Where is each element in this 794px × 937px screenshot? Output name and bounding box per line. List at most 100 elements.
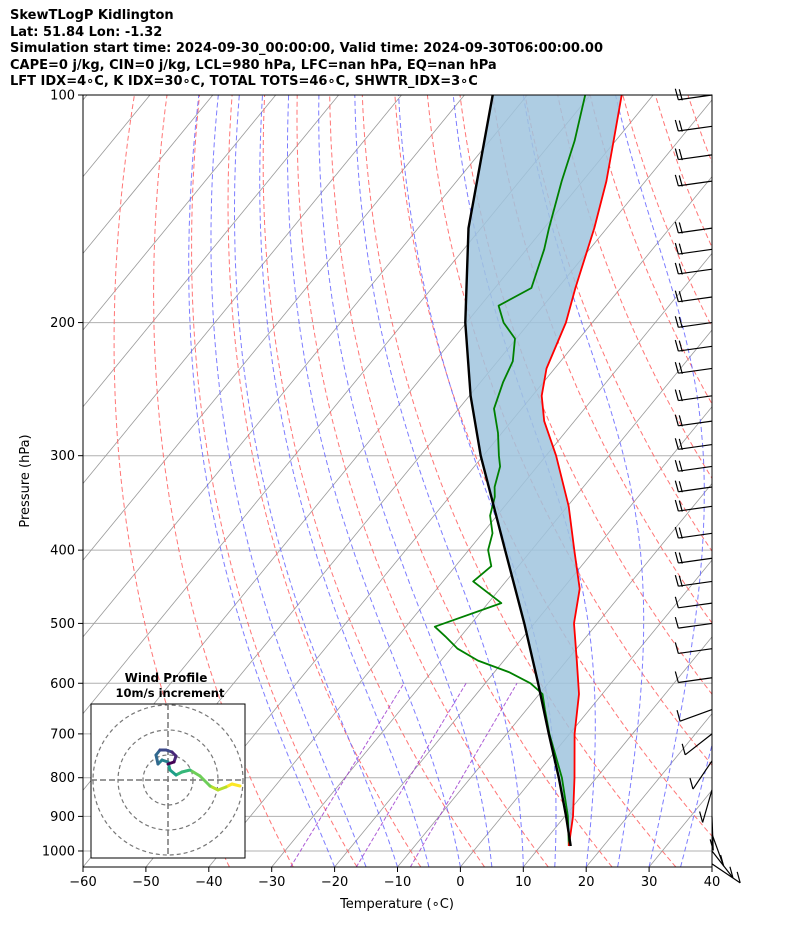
wind-barb-flag [674, 290, 679, 302]
wind-barb [674, 262, 713, 275]
dry-adiabat-line [622, 95, 712, 329]
wind-barb-flag [678, 552, 683, 564]
isotherm-line [334, 406, 712, 867]
dry-adiabat-line [394, 95, 712, 837]
dry-adiabat-line [654, 95, 712, 249]
x-tick-label: −20 [321, 875, 348, 890]
moist-adiabat-line [188, 95, 336, 867]
wind-barb [674, 480, 713, 493]
wind-barb-staff [711, 850, 734, 879]
wind-barb-flag [678, 340, 683, 352]
wind-barb [674, 575, 713, 587]
wind-barb-flag [678, 175, 683, 187]
wind-barb-staff [678, 648, 713, 655]
moist-adiabat-line [234, 95, 398, 867]
wind-barb-staff [678, 248, 713, 255]
wind-barb [674, 148, 713, 161]
wind-barb-flag [674, 174, 679, 187]
wind-barb-flag [678, 362, 683, 374]
moist-adiabat-line [680, 742, 712, 867]
wind-barb [674, 551, 713, 564]
isotherm-line [83, 95, 88, 101]
wind-barb-staff [679, 708, 713, 722]
wind-barb-flag [678, 575, 683, 587]
hodograph-title: Wind Profile [125, 671, 208, 685]
mixing-ratio-line [290, 683, 405, 867]
wind-barb-flag [674, 362, 679, 374]
y-tick-label: 700 [50, 727, 75, 742]
dry-adiabat-line [786, 95, 794, 867]
chart-title: SkewTLogP Kidlington [10, 8, 174, 23]
wind-barb-staff [692, 760, 713, 790]
wind-barb-staff [678, 367, 713, 374]
wind-barb-staff [678, 94, 713, 101]
hodograph-trace [198, 774, 212, 788]
wind-barb-staff [678, 268, 713, 275]
moist-adiabat-line [287, 95, 461, 867]
wind-barb [674, 242, 713, 255]
wind-barb-flag [678, 460, 683, 472]
wind-barb-flag [674, 671, 679, 683]
wind-barb [674, 438, 713, 451]
wind-barb-flag [674, 642, 679, 654]
wind-barb-flag [729, 866, 734, 878]
wind-barb [674, 316, 713, 329]
wind-barb-staff [678, 622, 713, 629]
x-tick-label: 40 [704, 875, 721, 890]
y-axis-label: Pressure (hPa) [18, 434, 33, 527]
isotherm-line [83, 95, 528, 638]
wind-barb-flag [674, 575, 679, 587]
parcel-line [464, 95, 572, 847]
wind-barb-flag [676, 710, 681, 722]
y-tick-label: 300 [50, 449, 75, 464]
dry-adiabat-line [227, 95, 422, 867]
x-tick-label: −50 [132, 875, 159, 890]
y-tick-label: 500 [50, 617, 75, 632]
wind-barb-flag [678, 263, 683, 275]
wind-barb-flag [678, 243, 683, 255]
isotherm-line [711, 866, 712, 867]
wind-barb-flag [674, 414, 679, 426]
thermodynamic-indices: LFT IDX=4∘C, K IDX=30∘C, TOTAL TOTS=46∘C… [10, 74, 478, 89]
wind-barb-flag [674, 438, 679, 450]
wind-hodograph-inset: Wind Profile 10m/s increment [90, 671, 246, 859]
wind-barb-staff [678, 125, 713, 132]
moist-adiabat-line [522, 95, 645, 867]
moist-adiabat-line [615, 95, 705, 867]
wind-barb-staff [678, 321, 713, 328]
x-tick-label: 0 [456, 875, 464, 890]
wind-barb [674, 460, 713, 472]
wind-barb-staff [678, 154, 713, 161]
wind-barb-flag [674, 221, 679, 234]
moist-adiabat-line [318, 95, 493, 867]
y-tick-label: 400 [50, 544, 75, 559]
mixing-ratio-line [409, 683, 518, 867]
wind-barb-staff [678, 532, 713, 539]
wind-barb-flag [674, 339, 679, 352]
cin-shade-area [465, 95, 622, 846]
wind-barb-flag [674, 596, 679, 608]
wind-barb [674, 221, 713, 234]
y-tick-label: 1000 [42, 844, 75, 859]
moist-adiabat-line [398, 95, 557, 867]
wind-barb-staff [678, 677, 713, 684]
isotherm-line [83, 95, 465, 561]
x-tick-label: −30 [258, 875, 285, 890]
y-tick-label: 800 [50, 771, 75, 786]
isotherm-line [271, 329, 712, 867]
temperature-line [540, 95, 623, 847]
wind-barb-staff [678, 443, 713, 450]
wind-barb-flag [674, 88, 679, 100]
dry-adiabat-line [262, 95, 485, 867]
wind-barb-flag [678, 481, 683, 493]
dry-adiabat-line [296, 95, 549, 867]
y-tick-label: 200 [50, 316, 75, 331]
moist-adiabat-line [711, 865, 712, 867]
wind-barb [676, 708, 713, 722]
moist-adiabat-line [210, 95, 367, 867]
x-axis-ticks: −60 −50 −40 −30 −20 −10 0 10 20 30 40 [69, 867, 720, 890]
wind-barb-flag [674, 316, 679, 328]
wind-barb-staff [678, 296, 713, 303]
hodograph-subtitle: 10m/s increment [116, 686, 225, 700]
